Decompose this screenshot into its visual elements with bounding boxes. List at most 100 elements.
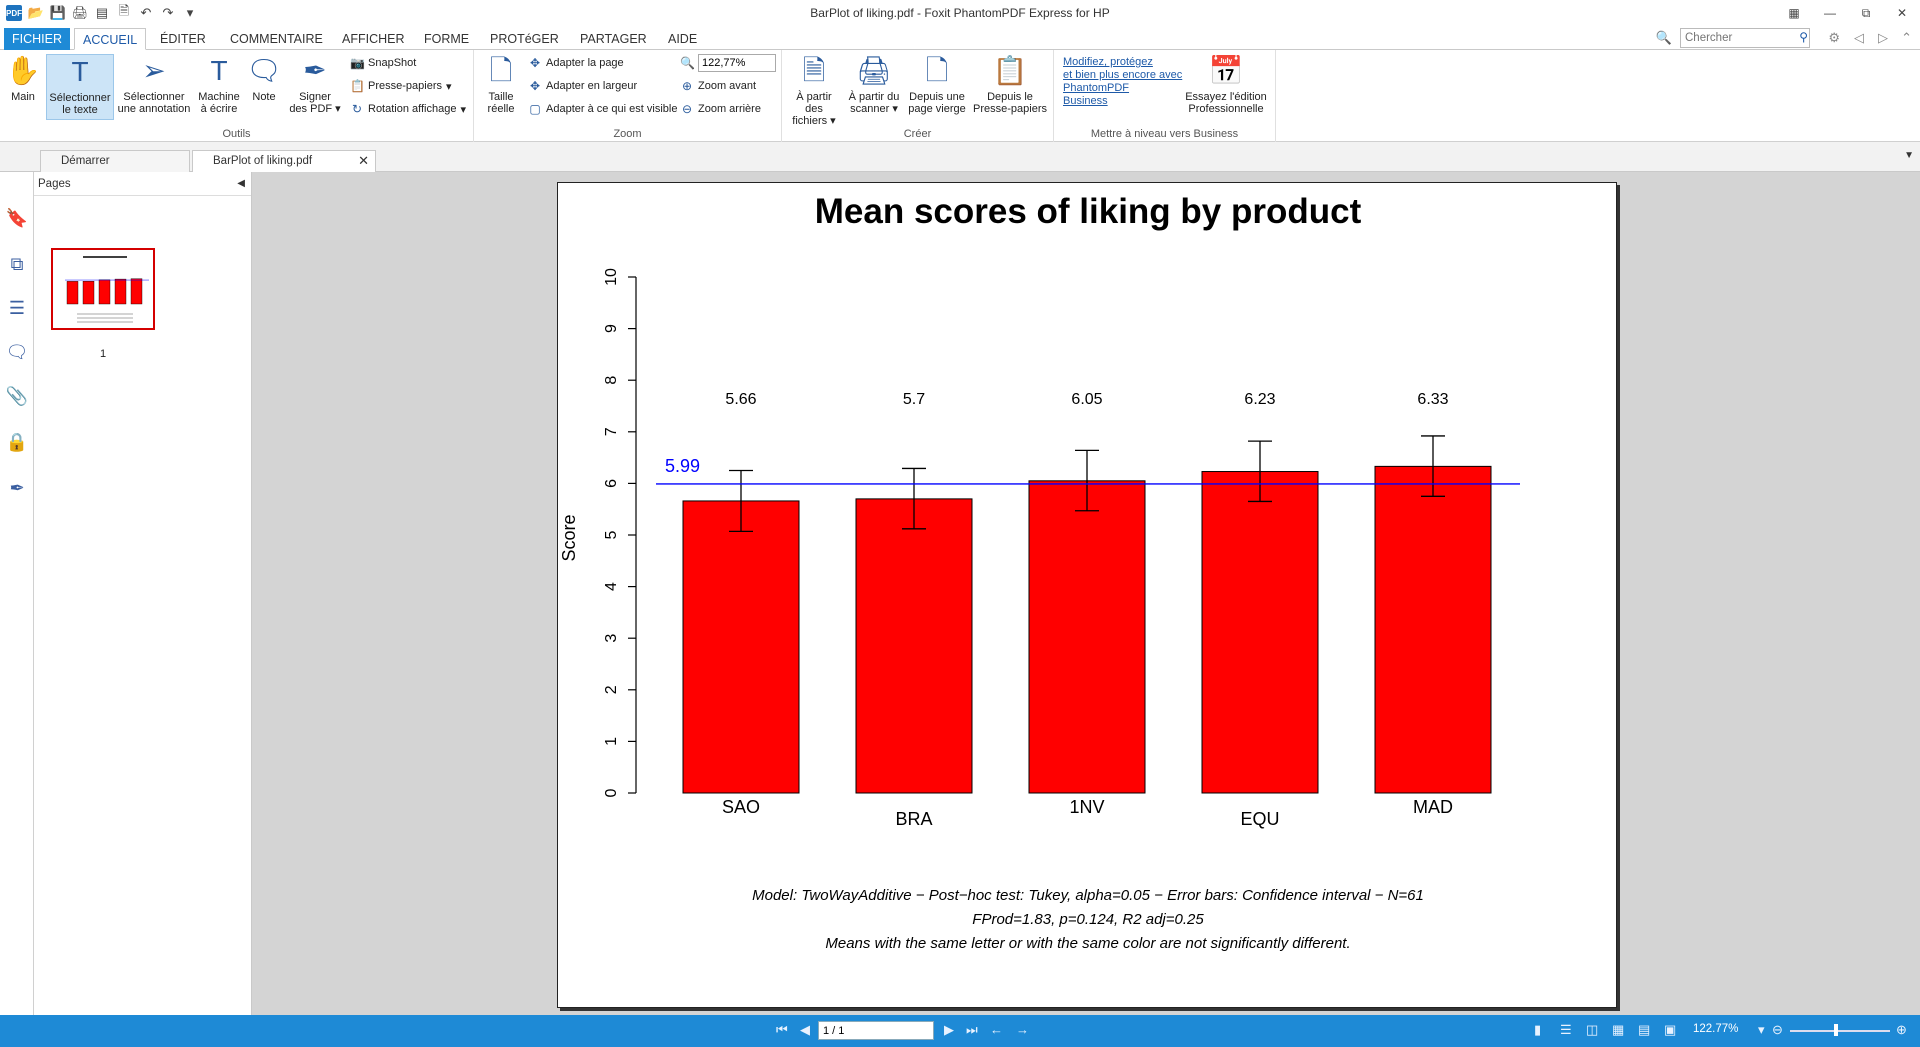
- try-pro-button[interactable]: 📅 Essayez l'édition Professionnelle: [1185, 55, 1267, 115]
- hand-tool-button[interactable]: ✋ Main: [5, 55, 41, 103]
- status-zoom-in-icon[interactable]: ⊕: [1896, 1022, 1907, 1037]
- zoom-dropdown-icon[interactable]: ▾: [1758, 1022, 1765, 1037]
- quick-access-toolbar: PDF 📂 💾 🖨 ▤ 🗎 ↶ ↷ ▾: [0, 3, 198, 21]
- fit-page-button[interactable]: ✥ Adapter la page: [529, 56, 624, 70]
- group-create-label: Créer: [903, 128, 932, 140]
- next-page-icon[interactable]: ▶: [944, 1022, 954, 1037]
- tab-protect[interactable]: PROTéGER: [490, 32, 559, 46]
- find-icon[interactable]: 🔍: [1655, 30, 1672, 45]
- zoom-select[interactable]: [698, 54, 776, 72]
- tab-view[interactable]: AFFICHER: [342, 32, 405, 46]
- search-icon[interactable]: ⚲: [1799, 30, 1808, 44]
- comments-icon[interactable]: 🗨: [5, 342, 29, 362]
- actual-size-button[interactable]: 🗋 Taille réelle: [478, 54, 524, 115]
- tab-barplot-pdf[interactable]: BarPlot of liking.pdf ✕: [192, 150, 376, 172]
- tab-help[interactable]: AIDE: [668, 32, 698, 46]
- continuous-facing-icon[interactable]: ▦: [1612, 1022, 1625, 1037]
- restore-icon[interactable]: ⧉: [1861, 5, 1871, 20]
- from-scanner-button[interactable]: 🖨 À partir du scanner ▾: [846, 54, 902, 115]
- undo-icon[interactable]: ↶: [140, 5, 152, 20]
- search-input[interactable]: [1680, 28, 1810, 48]
- fullscreen-icon[interactable]: ▣: [1664, 1022, 1677, 1037]
- new-doc-icon[interactable]: 🗎: [118, 3, 130, 18]
- next-view-icon[interactable]: →: [1016, 1022, 1029, 1037]
- blank-page-button[interactable]: 🗋 Depuis une page vierge: [906, 54, 968, 115]
- zoom-slider-handle[interactable]: [1834, 1024, 1838, 1036]
- typewriter-button[interactable]: T Machine à écrire: [194, 54, 244, 115]
- tab-home[interactable]: ACCUEIL: [74, 28, 147, 50]
- fit-visible-button[interactable]: ▢ Adapter à ce qui est visible: [529, 102, 678, 116]
- y-tick-label: 3: [603, 634, 620, 643]
- status-zoom-out-icon[interactable]: ⊖: [1772, 1022, 1783, 1037]
- attachments-icon[interactable]: 📎: [5, 386, 29, 406]
- zoom-in-button[interactable]: ⊕ Zoom avant: [681, 79, 757, 93]
- x-category-label: SAO: [722, 797, 760, 817]
- pen-icon: ✒: [303, 55, 327, 86]
- tab-edit[interactable]: ÉDITER: [160, 32, 206, 46]
- security-lock-icon[interactable]: 🔒: [5, 432, 29, 452]
- zoom-out-button[interactable]: ⊖ Zoom arrière: [681, 102, 761, 116]
- status-bar: ⏮ ◀ ▶ ⏭ ← → ▮ ☰ ◫ ▦ ▤ ▣ 122.77% ▾ ⊖ ⊕: [0, 1015, 1920, 1047]
- from-clipboard-button[interactable]: 📋 Depuis le Presse-papiers: [973, 55, 1047, 115]
- pages-icon[interactable]: ⧉: [10, 254, 24, 274]
- close-icon[interactable]: ✕: [1896, 6, 1908, 20]
- save-icon[interactable]: 💾: [49, 5, 67, 20]
- previous-page-icon[interactable]: ◀: [800, 1022, 810, 1037]
- document-view[interactable]: Mean scores of liking by product Score 0…: [252, 172, 1920, 1015]
- bar-BRA: [855, 498, 973, 794]
- redo-icon[interactable]: ↷: [162, 5, 174, 20]
- back-arrow-icon[interactable]: ◁: [1854, 30, 1864, 45]
- y-tick-label: 10: [603, 268, 620, 286]
- status-zoom-level[interactable]: 122.77%: [1693, 1023, 1739, 1035]
- chart-title: Mean scores of liking by product: [815, 192, 1362, 231]
- open-folder-icon[interactable]: 📂: [27, 5, 45, 20]
- forward-arrow-icon[interactable]: ▷: [1878, 30, 1888, 45]
- collapse-panel-icon[interactable]: ◀: [237, 178, 245, 189]
- tab-start[interactable]: Démarrer: [40, 150, 190, 172]
- tab-share[interactable]: PARTAGER: [580, 32, 647, 46]
- tab-form[interactable]: FORME: [424, 32, 470, 46]
- bar-value-label: 6.33: [1417, 391, 1448, 408]
- close-tab-icon[interactable]: ✕: [358, 153, 369, 168]
- note-icon: 🗨: [246, 55, 282, 86]
- last-page-icon[interactable]: ⏭: [966, 1022, 978, 1037]
- single-page-icon[interactable]: ▮: [1534, 1022, 1542, 1037]
- select-text-button[interactable]: T Sélectionner le texte: [46, 54, 114, 120]
- upgrade-promo-link[interactable]: Modifiez, protégez et bien plus encore a…: [1063, 56, 1183, 107]
- print-icon[interactable]: 🖨: [71, 5, 89, 20]
- bar-EQU: [1201, 471, 1319, 794]
- sign-pdf-button[interactable]: ✒ Signer des PDF ▾: [286, 54, 344, 115]
- y-tick-label: 7: [603, 427, 620, 436]
- thumbnail-bar: [82, 281, 95, 305]
- group-tools-label: Outils: [222, 128, 251, 140]
- settings-gear-icon[interactable]: ⚙: [1828, 30, 1840, 45]
- page-thumbnail[interactable]: [51, 248, 155, 330]
- tab-comment[interactable]: COMMENTAIRE: [230, 32, 323, 46]
- signatures-icon[interactable]: ✒: [9, 478, 25, 498]
- tabs-dropdown-icon[interactable]: ▼: [1904, 150, 1914, 161]
- continuous-icon[interactable]: ☰: [1560, 1022, 1572, 1037]
- from-files-button[interactable]: 🗎 À partir des fichiers ▾: [786, 54, 842, 127]
- ribbon-display-icon[interactable]: ▦: [1788, 6, 1800, 20]
- zoom-slider[interactable]: [1790, 1030, 1890, 1032]
- bookmarks-icon[interactable]: 🔖: [5, 208, 29, 228]
- page-number-input[interactable]: [818, 1021, 934, 1040]
- tab-file[interactable]: FICHIER: [4, 28, 70, 50]
- fit-width-button[interactable]: ✥ Adapter en largeur: [529, 79, 638, 93]
- first-page-icon[interactable]: ⏮: [776, 1022, 788, 1037]
- collapse-ribbon-icon[interactable]: ⌃: [1901, 30, 1912, 45]
- customize-chevron-icon[interactable]: ▾: [186, 5, 194, 20]
- y-tick-label: 4: [603, 582, 620, 591]
- group-zoom: 🗋 Taille réelle ✥ Adapter la page ✥ Adap…: [474, 50, 782, 142]
- note-button[interactable]: 🗨 Note: [246, 55, 282, 103]
- previous-view-icon[interactable]: ←: [990, 1022, 1003, 1037]
- select-annotation-button[interactable]: ➢ Sélectionner une annotation: [117, 55, 191, 115]
- split-view-icon[interactable]: ▤: [1638, 1022, 1651, 1037]
- clipboard-button[interactable]: 📋 Presse-papiers ▾: [350, 79, 452, 93]
- snapshot-button[interactable]: 📷 SnapShot: [350, 56, 417, 70]
- rotate-view-button[interactable]: ↻ Rotation affichage ▾: [351, 102, 467, 116]
- scan-icon[interactable]: ▤: [95, 5, 109, 20]
- layers-icon[interactable]: ☰: [8, 298, 26, 318]
- facing-icon[interactable]: ◫: [1586, 1022, 1599, 1037]
- minimize-icon[interactable]: —: [1824, 6, 1836, 20]
